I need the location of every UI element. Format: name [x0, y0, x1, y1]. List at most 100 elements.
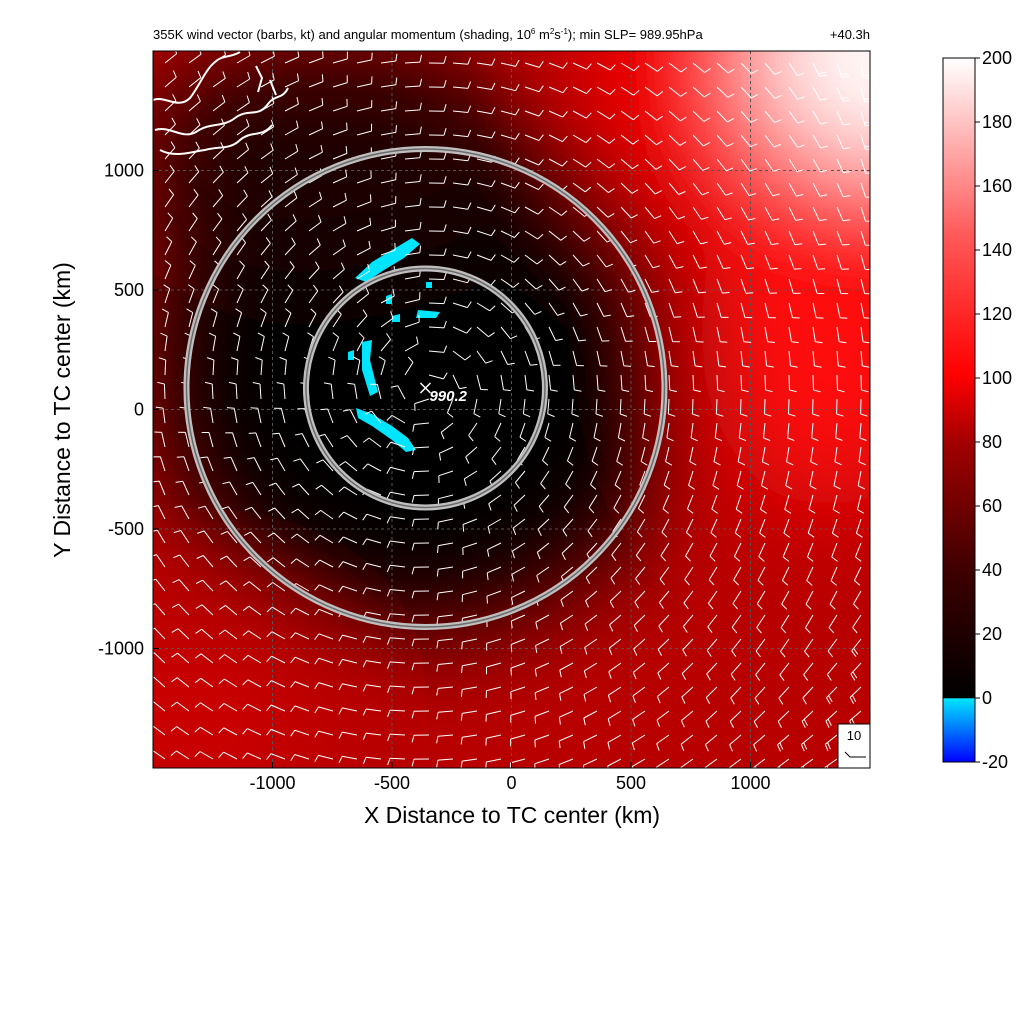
wind-barb: [390, 385, 406, 400]
wind-barb: [380, 125, 397, 136]
wind-barb: [338, 561, 358, 568]
wind-barb: [591, 446, 599, 466]
wind-barb: [633, 614, 646, 633]
wind-barb: [812, 254, 826, 270]
wind-barb: [668, 374, 678, 393]
wind-barb: [284, 214, 297, 232]
wind-barb: [250, 407, 262, 424]
wind-barb: [657, 638, 670, 657]
wind-barb: [656, 686, 670, 704]
wind-barb: [411, 758, 430, 767]
wind-barb: [266, 582, 286, 592]
wind-barb: [188, 260, 196, 280]
wind-barb: [404, 78, 422, 88]
wind-barb: [548, 206, 568, 216]
wind-barb: [812, 230, 826, 246]
wind-barb: [332, 51, 348, 64]
wind-barb: [788, 230, 803, 246]
wind-barb: [436, 638, 454, 648]
x-tick-label: -500: [374, 773, 410, 793]
wind-barb: [788, 278, 801, 294]
wind-barb: [593, 422, 601, 442]
wind-barb: [461, 662, 478, 674]
wind-barb: [761, 446, 770, 466]
wind-barb: [620, 302, 635, 318]
wind-barb: [711, 494, 718, 514]
wind-barb: [644, 278, 659, 293]
wind-barb: [380, 219, 396, 232]
wind-barb: [206, 357, 215, 376]
wind-barb: [195, 604, 214, 616]
wind-barb: [218, 751, 238, 760]
wind-barb: [266, 728, 286, 736]
wind-barb: [485, 686, 502, 699]
wind-barb: [572, 230, 591, 242]
wind-barb: [706, 662, 718, 681]
wind-barb: [764, 62, 782, 75]
wind-barb: [856, 494, 864, 514]
wind-barb: [763, 422, 771, 442]
wind-barb: [274, 407, 286, 424]
wind-barb: [836, 278, 849, 295]
wind-barb: [668, 62, 688, 73]
wind-barb: [860, 158, 870, 174]
wind-barb: [461, 590, 478, 603]
wind-barb: [690, 422, 698, 442]
wind-barb: [807, 518, 815, 538]
wind-barb: [836, 374, 845, 393]
wind-barb: [583, 710, 598, 726]
wind-barb: [378, 356, 386, 376]
wind-barb: [524, 206, 544, 215]
wind-barb: [436, 686, 454, 696]
negative-momentum-patches: [348, 238, 440, 452]
wind-barb: [809, 470, 817, 490]
wind-barb: [428, 104, 447, 112]
wind-barb: [380, 77, 398, 88]
wind-barb: [380, 311, 394, 328]
wind-barb: [260, 72, 275, 88]
wind-barb: [644, 326, 657, 342]
wind-barb: [248, 432, 262, 448]
wind-barb: [755, 638, 766, 658]
wind-barb: [290, 681, 310, 688]
wind-barb: [715, 398, 724, 417]
wind-barb: [534, 734, 550, 748]
wind-barb: [692, 278, 706, 294]
wind-barb: [732, 590, 742, 610]
wind-barb: [223, 456, 238, 472]
wind-barb: [620, 350, 632, 367]
wind-barb: [607, 758, 622, 768]
wind-barb: [332, 169, 348, 184]
wind-barb: [534, 710, 550, 724]
wind-barb: [824, 758, 838, 768]
wind-barb: [157, 381, 166, 400]
wind-barb: [740, 326, 752, 343]
wind-barb: [585, 590, 598, 608]
wind-barb: [362, 660, 382, 668]
wind-barb: [153, 529, 166, 544]
wind-barb: [729, 734, 742, 752]
wind-barb: [632, 686, 646, 703]
wind-barb: [500, 132, 520, 140]
wind-barb: [284, 120, 299, 136]
y-tick-label: -1000: [98, 639, 144, 659]
wind-barb: [691, 398, 700, 417]
wind-barb: [803, 662, 814, 681]
wind-barb: [212, 71, 226, 88]
wind-barb: [512, 518, 526, 536]
wind-barb: [356, 100, 373, 112]
wind-barb: [692, 326, 704, 343]
colorbar-tick-label: 80: [982, 432, 1002, 452]
wind-barb: [212, 212, 223, 232]
wind-barb: [332, 262, 345, 280]
wind-barb: [665, 446, 673, 466]
wind-barb: [236, 260, 245, 280]
wind-barb: [608, 662, 622, 679]
wind-barb: [380, 288, 395, 304]
wind-barb: [614, 470, 622, 490]
wind-barb: [242, 630, 262, 640]
wind-barb: [524, 182, 544, 191]
colorbar-tick-label: 120: [982, 304, 1012, 324]
wind-barb: [428, 272, 447, 280]
wind-barb: [452, 350, 472, 361]
